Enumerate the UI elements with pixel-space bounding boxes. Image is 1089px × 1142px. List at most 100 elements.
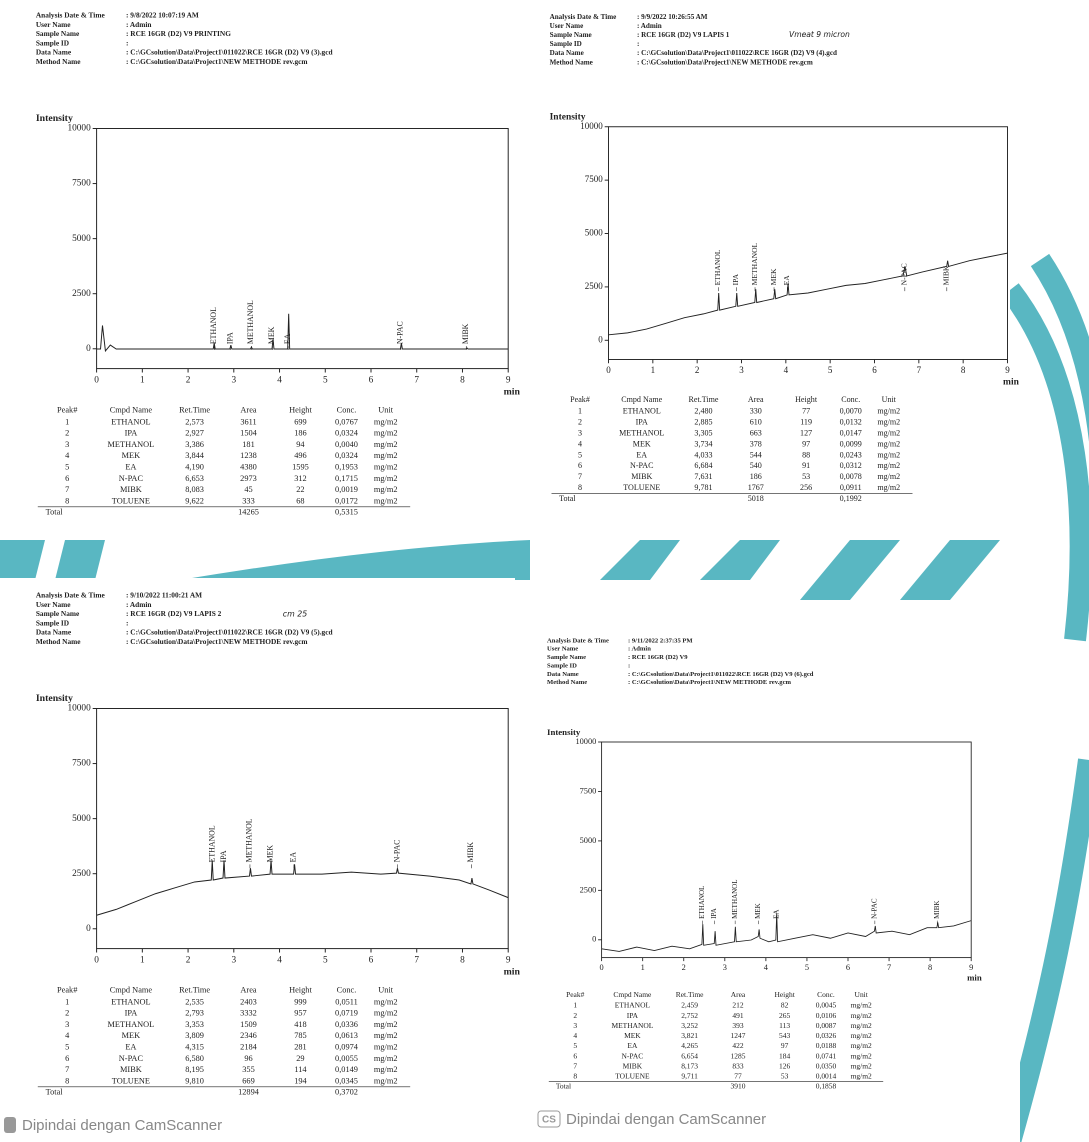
y-tick-label: 10000 — [580, 121, 603, 131]
x-tick-label: 3 — [231, 376, 236, 386]
table-cell: 378 — [750, 439, 762, 448]
table-cell: 0,0974 — [335, 1042, 359, 1051]
y-tick-label: 7500 — [72, 179, 91, 189]
table-cell: 2403 — [240, 997, 257, 1006]
table-cell: 8 — [573, 1072, 577, 1081]
y-tick-label: 5000 — [72, 814, 91, 824]
x-tick-label: 6 — [846, 963, 850, 972]
header-label: Data Name — [547, 671, 579, 678]
y-tick-label: 0 — [592, 935, 596, 944]
table-cell: 88 — [802, 450, 810, 459]
scanner-icon — [4, 1117, 16, 1133]
header-label: Sample Name — [547, 654, 586, 661]
table-cell: MEK — [122, 451, 141, 460]
x-axis-label: min — [1003, 377, 1020, 387]
table-cell: 4,265 — [681, 1041, 698, 1050]
table-cell: mg/m2 — [851, 1031, 872, 1040]
table-cell: 0,0045 — [816, 1001, 837, 1010]
table-cell: 3 — [65, 440, 69, 449]
header-value: : 9/8/2022 10:07:19 AM — [126, 10, 199, 19]
table-cell: 0,0243 — [840, 450, 862, 459]
table-header: Conc. — [817, 990, 835, 999]
table-header: Unit — [378, 986, 393, 995]
header-label: User Name — [550, 22, 584, 30]
table-cell: mg/m2 — [877, 428, 900, 437]
header-label: Analysis Date & Time — [36, 10, 106, 19]
x-tick-label: 1 — [140, 376, 145, 386]
header-label: Method Name — [547, 679, 587, 686]
peak-label: ETHANOL — [698, 886, 706, 919]
x-tick-label: 0 — [600, 963, 604, 972]
table-cell: mg/m2 — [374, 496, 398, 505]
peak-label: ETHANOL — [207, 825, 216, 862]
table-cell: mg/m2 — [877, 407, 900, 416]
table-cell: 5 — [573, 1041, 577, 1050]
header-value: : RCE 16GR (D2) V9 — [628, 654, 688, 661]
table-cell: 0,0019 — [335, 485, 358, 494]
table-cell: 0,1953 — [335, 462, 358, 471]
table-cell: 3,734 — [694, 439, 712, 448]
table-cell: mg/m2 — [374, 485, 398, 494]
table-cell: mg/m2 — [877, 439, 900, 448]
table-cell: 7 — [573, 1061, 577, 1070]
peak-label: MIBK — [461, 323, 470, 344]
table-cell: 194 — [294, 1076, 307, 1085]
table-cell: 2,535 — [185, 997, 204, 1006]
table-cell: 53 — [781, 1072, 789, 1081]
scanner-icon-text: CS — [542, 1115, 556, 1126]
x-tick-label: 2 — [695, 365, 700, 375]
y-tick-label: 7500 — [585, 174, 604, 184]
table-cell: 0,0149 — [335, 1065, 358, 1074]
table-header: Peak# — [57, 406, 78, 415]
table-cell: 3 — [65, 1020, 69, 1029]
table-cell: mg/m2 — [374, 417, 398, 426]
y-tick-label: 2500 — [72, 289, 91, 299]
table-cell: 2 — [573, 1011, 577, 1020]
table-cell: MEK — [122, 1031, 141, 1040]
table-cell: 2346 — [240, 1031, 257, 1040]
table-header: Area — [748, 395, 764, 404]
table-cell: 97 — [802, 439, 810, 448]
table-cell: 0,0172 — [335, 496, 358, 505]
table-cell: 5 — [578, 450, 582, 459]
peak-label: EA — [782, 275, 791, 286]
table-cell: 1767 — [748, 483, 764, 492]
table-cell: 355 — [242, 1065, 255, 1074]
table-cell: mg/m2 — [374, 451, 398, 460]
table-cell: 4,033 — [694, 450, 712, 459]
x-tick-label: 7 — [887, 963, 891, 972]
total-area: 5018 — [748, 494, 764, 503]
table-cell: 6,580 — [185, 1054, 204, 1063]
table-cell: 29 — [296, 1054, 304, 1063]
table-cell: 53 — [802, 472, 810, 481]
x-axis-label: min — [967, 973, 982, 983]
peak-label: MEK — [769, 268, 778, 285]
scan-collage: Analysis Date & Time : 9/8/2022 10:07:19 … — [0, 0, 1089, 1142]
table-cell: N-PAC — [622, 1051, 644, 1060]
table-cell: 2,459 — [681, 1001, 698, 1010]
table-cell: 7 — [578, 472, 582, 481]
table-cell: 7,631 — [694, 472, 712, 481]
x-axis-label: min — [504, 966, 521, 977]
table-cell: 6,684 — [694, 461, 712, 470]
table-cell: EA — [125, 462, 136, 471]
table-cell: 3,305 — [694, 428, 712, 437]
stripe — [600, 540, 680, 580]
header-value: : C:\GCsolution\Data\Project1\011022\RCE… — [628, 671, 814, 678]
stripe — [0, 540, 45, 580]
arc — [1010, 760, 1089, 1142]
y-tick-label: 10000 — [67, 704, 91, 714]
x-tick-label: 3 — [739, 365, 744, 375]
peak-label: N-PAC — [392, 840, 401, 863]
table-cell: 0,0326 — [816, 1031, 837, 1040]
background-arcs — [1010, 260, 1089, 1142]
table-cell: 0,0055 — [335, 1054, 358, 1063]
peak-label: MEK — [266, 845, 275, 863]
header-label: Sample Name — [36, 609, 80, 618]
stripe — [55, 540, 105, 580]
table-cell: TOLUENE — [623, 483, 660, 492]
x-tick-label: 5 — [323, 956, 328, 966]
header-value: : C:\GCsolution\Data\Project1\011022\RCE… — [637, 49, 837, 57]
table-header: Cmpd Name — [110, 986, 153, 995]
x-tick-label: 8 — [460, 956, 465, 966]
